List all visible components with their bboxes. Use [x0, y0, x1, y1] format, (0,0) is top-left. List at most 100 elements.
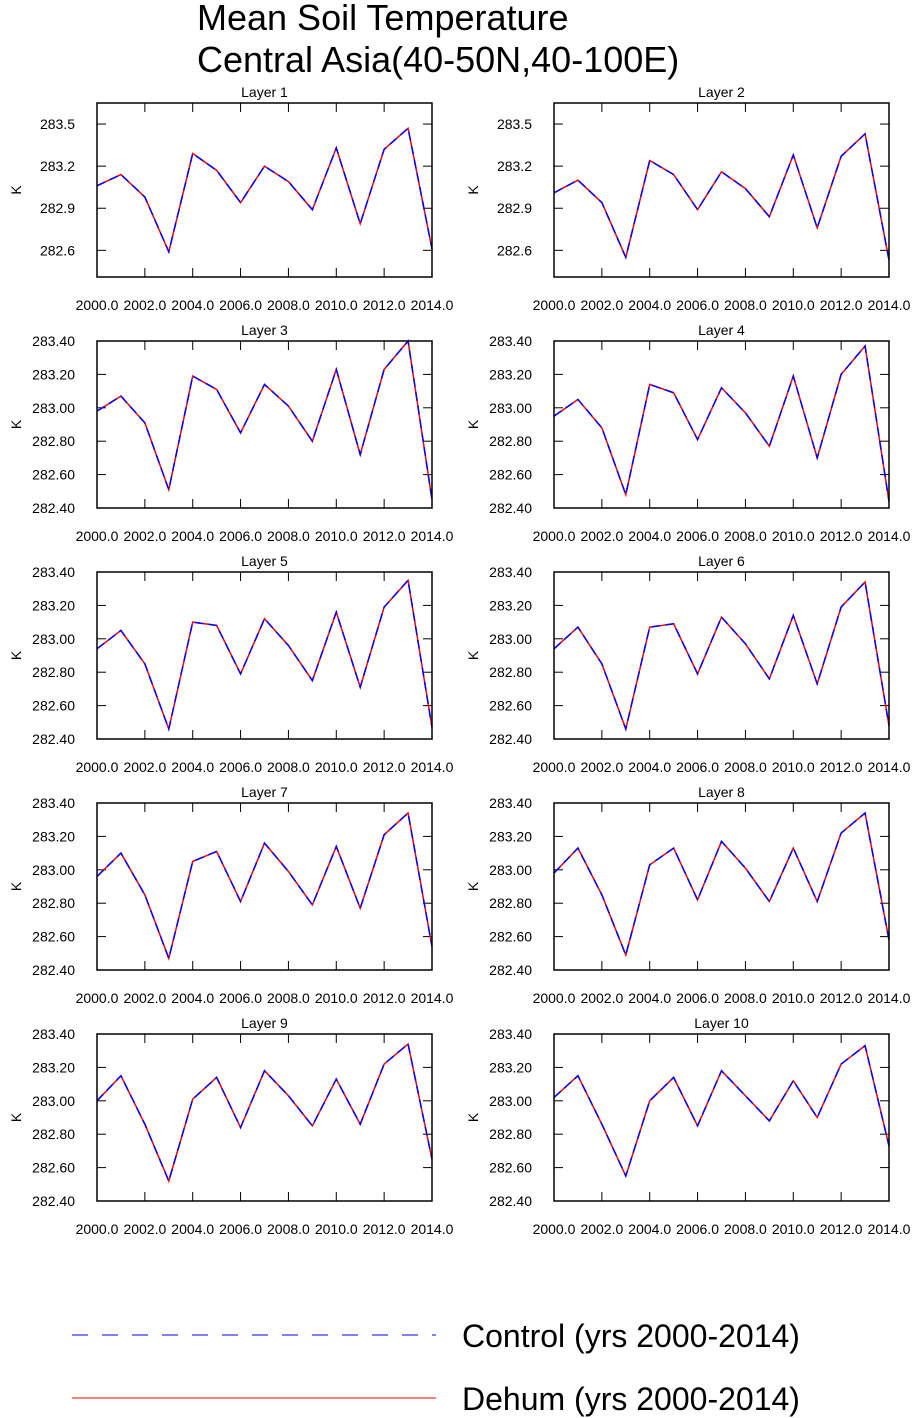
y-tick-label: 282.80 — [32, 1126, 75, 1142]
y-tick-label: 283.20 — [489, 828, 532, 844]
x-tick-label: 2006.0 — [219, 297, 262, 313]
x-tick-label: 2012.0 — [820, 297, 863, 313]
y-tick-label: 282.80 — [32, 664, 75, 680]
y-tick-label: 282.60 — [32, 929, 75, 945]
y-tick-label: 283.00 — [489, 862, 532, 878]
x-tick-label: 2002.0 — [123, 297, 166, 313]
y-axis-label: K — [8, 419, 24, 429]
y-tick-label: 283.00 — [489, 1093, 532, 1109]
x-tick-label: 2010.0 — [315, 297, 358, 313]
y-tick-label: 282.80 — [489, 433, 532, 449]
panel-title: Layer 8 — [698, 784, 745, 800]
x-tick-label: 2000.0 — [533, 990, 576, 1006]
plot-frame — [96, 571, 433, 740]
y-tick-label: 283.00 — [32, 1093, 75, 1109]
x-tick-label: 2010.0 — [772, 297, 815, 313]
x-tick-label: 2014.0 — [868, 1221, 911, 1237]
x-tick-label: 2004.0 — [171, 528, 214, 544]
panel-title: Layer 3 — [241, 322, 288, 338]
y-tick-label: 282.80 — [489, 664, 532, 680]
x-tick-label: 2014.0 — [868, 297, 911, 313]
x-tick-label: 2010.0 — [315, 1221, 358, 1237]
x-tick-label: 2014.0 — [411, 297, 454, 313]
series-line — [553, 132, 890, 261]
y-tick-label: 283.20 — [32, 828, 75, 844]
series-line — [96, 126, 433, 255]
x-tick-label: 2000.0 — [76, 1221, 119, 1237]
x-tick-label: 2008.0 — [267, 528, 310, 544]
series-line — [96, 578, 433, 732]
legend-label: Control (yrs 2000-2014) — [462, 1318, 800, 1354]
y-tick-label: 283.40 — [32, 564, 75, 580]
panel-title: Layer 2 — [698, 84, 745, 100]
x-tick-label: 2012.0 — [820, 528, 863, 544]
series-line — [96, 126, 433, 255]
x-tick-label: 2004.0 — [628, 297, 671, 313]
series-line — [96, 811, 433, 961]
x-tick-label: 2010.0 — [772, 528, 815, 544]
y-tick-label: 282.40 — [32, 500, 75, 516]
y-tick-label: 283.40 — [489, 1026, 532, 1042]
y-tick-label: 283.5 — [497, 116, 532, 132]
y-tick-label: 282.9 — [497, 200, 532, 216]
series-line — [553, 1044, 890, 1179]
y-tick-label: 282.40 — [32, 962, 75, 978]
x-tick-label: 2000.0 — [533, 528, 576, 544]
y-tick-label: 282.80 — [489, 1126, 532, 1142]
plot-frame — [96, 1033, 433, 1202]
x-tick-label: 2002.0 — [123, 528, 166, 544]
y-tick-label: 283.20 — [489, 366, 532, 382]
y-tick-label: 282.60 — [489, 929, 532, 945]
x-tick-label: 2000.0 — [76, 528, 119, 544]
plot-frame — [553, 102, 890, 278]
panel-title: Layer 6 — [698, 553, 745, 569]
y-tick-label: 282.6 — [497, 242, 532, 258]
x-tick-label: 2004.0 — [171, 297, 214, 313]
y-tick-label: 282.40 — [32, 1193, 75, 1209]
y-tick-label: 283.00 — [32, 631, 75, 647]
y-tick-label: 282.9 — [40, 200, 75, 216]
x-tick-label: 2002.0 — [580, 1221, 623, 1237]
figure-title: Mean Soil Temperature — [197, 0, 569, 38]
x-tick-label: 2000.0 — [533, 297, 576, 313]
y-axis-label: K — [8, 881, 24, 891]
series-line — [96, 1042, 433, 1184]
series-line — [553, 811, 890, 958]
y-tick-label: 283.20 — [32, 1059, 75, 1075]
x-tick-label: 2000.0 — [76, 759, 119, 775]
plot-frame — [96, 340, 433, 509]
x-tick-label: 2000.0 — [533, 1221, 576, 1237]
x-tick-label: 2000.0 — [76, 990, 119, 1006]
x-tick-label: 2012.0 — [363, 297, 406, 313]
x-tick-label: 2004.0 — [171, 990, 214, 1006]
y-tick-label: 283.20 — [489, 1059, 532, 1075]
y-tick-label: 283.40 — [32, 333, 75, 349]
y-tick-label: 282.6 — [40, 242, 75, 258]
x-tick-label: 2014.0 — [411, 990, 454, 1006]
series-line — [96, 811, 433, 961]
x-tick-label: 2012.0 — [363, 759, 406, 775]
x-tick-label: 2006.0 — [219, 759, 262, 775]
y-tick-label: 282.60 — [489, 698, 532, 714]
y-tick-label: 283.00 — [489, 400, 532, 416]
y-tick-label: 282.80 — [32, 895, 75, 911]
x-tick-label: 2010.0 — [772, 759, 815, 775]
x-tick-label: 2008.0 — [724, 759, 767, 775]
y-tick-label: 283.00 — [32, 400, 75, 416]
x-tick-label: 2004.0 — [628, 1221, 671, 1237]
x-tick-label: 2002.0 — [123, 1221, 166, 1237]
x-tick-label: 2002.0 — [580, 759, 623, 775]
y-tick-label: 283.20 — [32, 366, 75, 382]
y-tick-label: 282.60 — [32, 698, 75, 714]
y-tick-label: 282.40 — [489, 731, 532, 747]
plot-frame — [553, 571, 890, 740]
y-axis-label: K — [8, 185, 24, 195]
x-tick-label: 2000.0 — [533, 759, 576, 775]
x-tick-label: 2010.0 — [315, 990, 358, 1006]
series-line — [96, 1042, 433, 1184]
x-tick-label: 2006.0 — [219, 990, 262, 1006]
x-tick-label: 2010.0 — [772, 1221, 815, 1237]
y-tick-label: 282.40 — [489, 500, 532, 516]
y-tick-label: 282.80 — [489, 895, 532, 911]
plot-frame — [553, 802, 890, 971]
